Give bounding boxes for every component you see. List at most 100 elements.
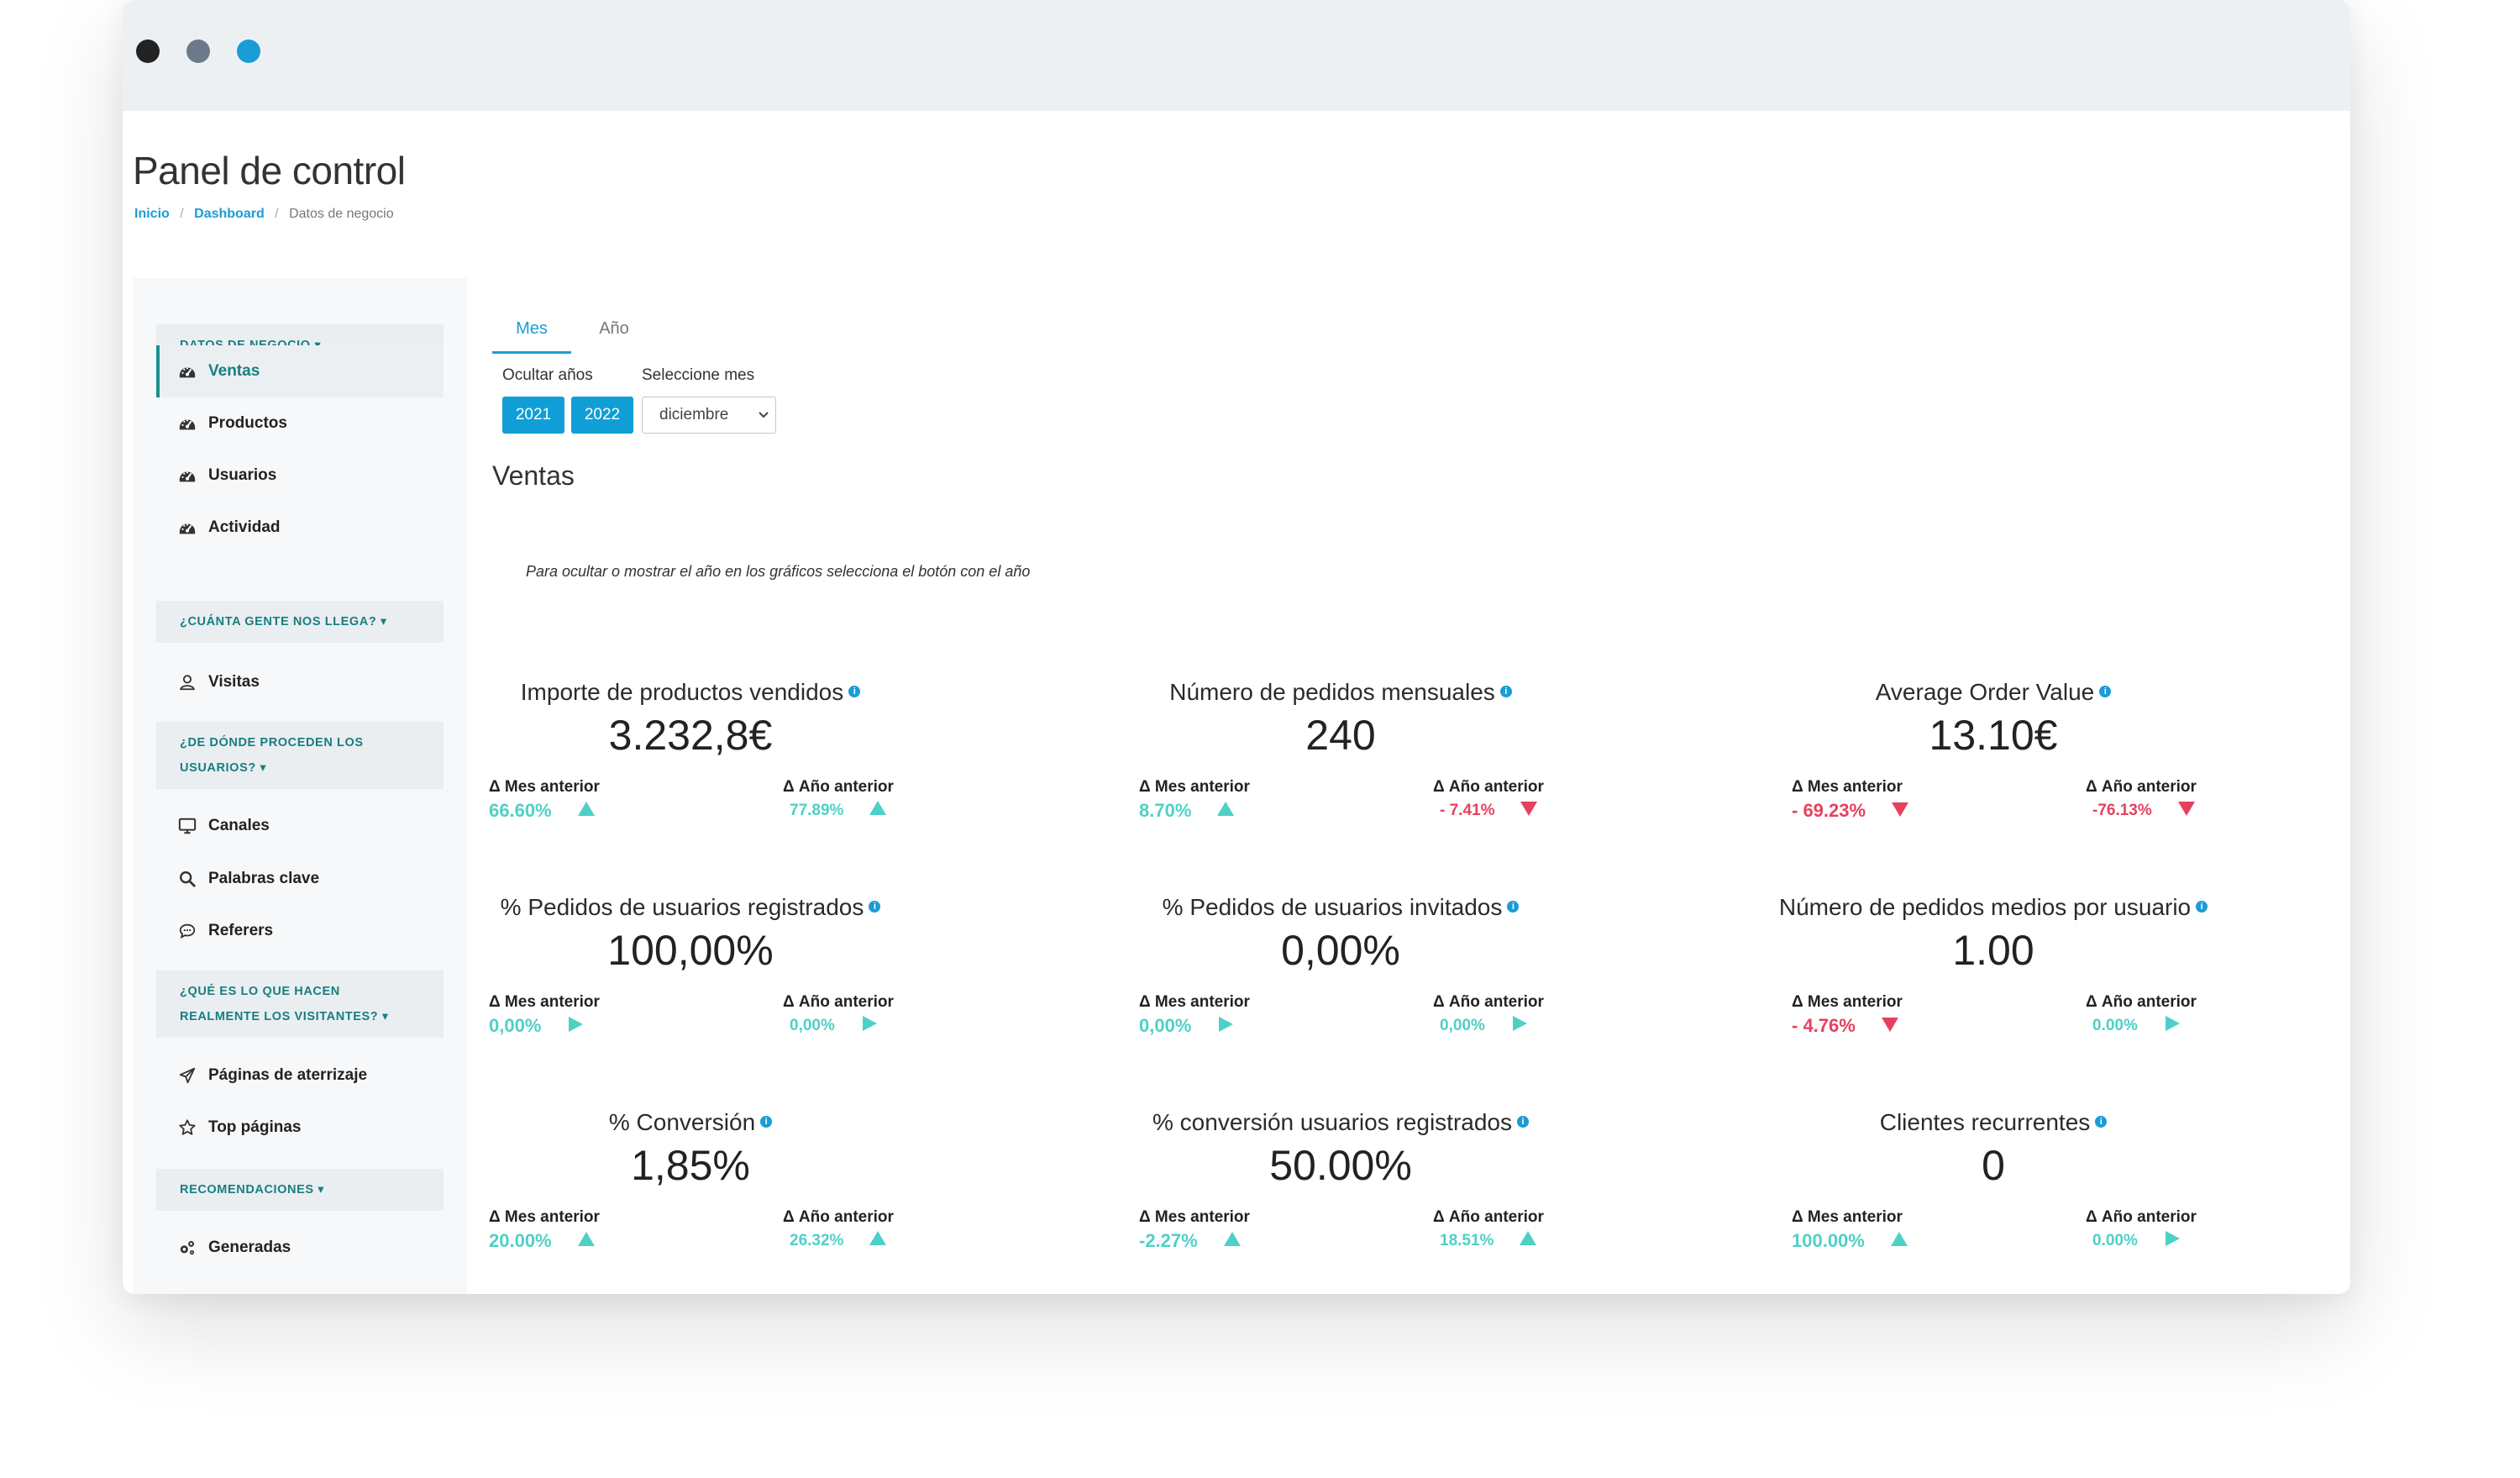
metric-card: % Conversión i 1,85% Δ Mes anterior 20.00% Δ … — [367, 1109, 1014, 1294]
window-maximize-dot[interactable] — [237, 39, 260, 63]
period-tabs: Mes Año — [492, 306, 629, 354]
triangle-right-icon — [860, 1015, 879, 1036]
sidebar-item-actividad[interactable]: Actividad — [156, 502, 444, 554]
tab-mes[interactable]: Mes — [492, 306, 571, 354]
year-2022-button[interactable]: 2022 — [571, 397, 633, 434]
sidebar-item-páginas-de-aterrizaje[interactable]: Páginas de aterrizaje — [156, 1049, 444, 1102]
info-icon[interactable]: i — [2095, 1116, 2108, 1128]
user-icon — [178, 673, 208, 692]
breadcrumb-inicio[interactable]: Inicio — [134, 207, 170, 221]
delta-value: - 7.41% — [1440, 801, 1495, 819]
metric-card: % Pedidos de usuarios invitados i 0,00% Δ M… — [1017, 894, 1664, 1104]
info-icon[interactable]: i — [2196, 901, 2208, 913]
sidebar-item-canales[interactable]: Canales — [156, 800, 444, 852]
metric-value: 1,85% — [631, 1142, 750, 1189]
sidebar-section-header[interactable]: ¿CUÁNTA GENTE NOS LLEGA? ▾ — [156, 601, 444, 643]
sidebar-item-ventas[interactable]: Ventas — [156, 345, 444, 397]
delta-label: Δ Año anterior — [783, 993, 894, 1011]
triangle-right-icon — [1216, 1016, 1235, 1037]
sidebar-item-productos[interactable]: Productos — [156, 397, 444, 450]
metric-value: 50.00% — [1269, 1142, 1412, 1189]
triangle-up-icon — [577, 1231, 596, 1252]
triangle-up-icon — [1890, 1231, 1908, 1252]
triangle-down-icon — [2177, 800, 2196, 821]
sidebar-item-top-páginas[interactable]: Top páginas — [156, 1102, 444, 1154]
info-icon[interactable]: i — [2099, 686, 2112, 697]
info-icon[interactable]: i — [1507, 901, 1520, 913]
info-icon[interactable]: i — [760, 1116, 773, 1128]
metric-value: 1.00 — [1952, 927, 2034, 974]
info-icon[interactable]: i — [848, 686, 861, 697]
sidebar-item-palabras-clave[interactable]: Palabras clave — [156, 853, 444, 905]
gears-icon — [178, 1239, 208, 1257]
month-select-value: diciembre — [659, 406, 729, 423]
metric-title: Average Order Value i — [1670, 679, 2317, 706]
metric-value: 3.232,8€ — [608, 712, 773, 759]
delta-prev-month: Δ Mes anterior -2.27% — [1139, 1208, 1324, 1251]
triangle-up-icon — [869, 1230, 887, 1251]
sidebar-section-label: ¿CUÁNTA GENTE NOS LLEGA? ▾ — [180, 615, 387, 629]
delta-prev-month: Δ Mes anterior 100.00% — [1792, 1208, 1977, 1251]
delta-label: Δ Año anterior — [1433, 1208, 1544, 1226]
month-select[interactable]: diciembre — [642, 397, 776, 434]
delta-prev-year: Δ Año anterior - 7.41% — [1433, 778, 1618, 819]
delta-prev-year: Δ Año anterior 77.89% — [783, 778, 968, 819]
delta-value: 100.00% — [1792, 1230, 1865, 1251]
delta-label: Δ Año anterior — [783, 1208, 894, 1226]
delta-value: 26.32% — [790, 1231, 844, 1249]
window-close-dot[interactable] — [136, 39, 160, 63]
delta-row: - 4.76% — [1792, 1015, 1899, 1037]
delta-value: - 4.76% — [1792, 1015, 1856, 1036]
sidebar-item-label: Palabras clave — [208, 870, 320, 887]
sidebar-item-referers[interactable]: Referers — [156, 905, 444, 957]
gauge-icon — [178, 414, 208, 433]
sidebar-item-visitas[interactable]: Visitas — [156, 656, 444, 708]
delta-prev-month: Δ Mes anterior 0,00% — [1139, 993, 1324, 1036]
info-icon[interactable]: i — [1499, 686, 1512, 697]
info-icon[interactable]: i — [1516, 1116, 1529, 1128]
sidebar-item-label: Usuarios — [208, 466, 277, 484]
triangle-down-icon — [1891, 801, 1909, 822]
sidebar-item-label: Ventas — [208, 362, 260, 380]
delta-value: - 69.23% — [1792, 800, 1866, 821]
info-icon[interactable]: i — [869, 901, 881, 913]
metric-title: % Conversión i — [367, 1109, 1014, 1136]
metric-value: 0 — [1982, 1142, 2005, 1189]
delta-row: 100.00% — [1792, 1230, 1908, 1252]
year-2021-button[interactable]: 2021 — [502, 397, 564, 434]
sidebar-item-label: Generadas — [208, 1239, 291, 1256]
delta-label: Δ Año anterior — [1433, 778, 1544, 796]
breadcrumb-dashboard[interactable]: Dashboard — [194, 207, 265, 221]
metric-card: Número de pedidos mensuales i 240 Δ Mes ant… — [1017, 679, 1664, 889]
metric-value: 0,00% — [1281, 927, 1400, 974]
delta-label: Δ Mes anterior — [489, 1208, 600, 1226]
delta-value: 0.00% — [2092, 1016, 2138, 1034]
triangle-right-icon — [566, 1016, 585, 1037]
metric-value: 100,00% — [607, 927, 774, 974]
hint-text: Para ocultar o mostrar el año en los grá… — [526, 563, 1031, 580]
delta-row: 77.89% — [790, 800, 887, 821]
sidebar-section-header[interactable]: RECOMENDACIONES ▾ — [156, 1169, 444, 1211]
delta-prev-month: Δ Mes anterior 8.70% — [1139, 778, 1324, 821]
delta-prev-year: Δ Año anterior 0.00% — [2086, 993, 2271, 1034]
sidebar-item-label: Canales — [208, 817, 270, 834]
monitor-icon — [178, 817, 208, 835]
sidebar-section-header[interactable]: ¿QUÉ ES LO QUE HACEN REALMENTE LOS VISITA… — [156, 970, 444, 1038]
triangle-up-icon — [869, 800, 887, 821]
delta-prev-year: Δ Año anterior -76.13% — [2086, 778, 2271, 819]
delta-row: 18.51% — [1440, 1230, 1537, 1251]
metric-card: % Pedidos de usuarios registrados i 100,00… — [367, 894, 1014, 1104]
window-minimize-dot[interactable] — [186, 39, 210, 63]
page-title: Panel de control — [133, 149, 406, 192]
delta-row: 66.60% — [489, 800, 596, 822]
hide-years-label: Ocultar años — [502, 366, 593, 384]
metric-card: Average Order Value i 13.10€ Δ Mes anterior… — [1670, 679, 2317, 889]
sidebar-item-generadas[interactable]: Generadas — [156, 1222, 444, 1274]
delta-prev-year: Δ Año anterior 26.32% — [783, 1208, 968, 1249]
tab-anio[interactable]: Año — [599, 318, 629, 338]
delta-row: - 69.23% — [1792, 800, 1909, 822]
sidebar-section-header[interactable]: ¿DE DÓNDE PROCEDEN LOS USUARIOS? ▾ — [156, 722, 444, 789]
triangle-up-icon — [1216, 801, 1235, 822]
sidebar-item-usuarios[interactable]: Usuarios — [156, 450, 444, 502]
sidebar-item-label: Visitas — [208, 673, 260, 691]
